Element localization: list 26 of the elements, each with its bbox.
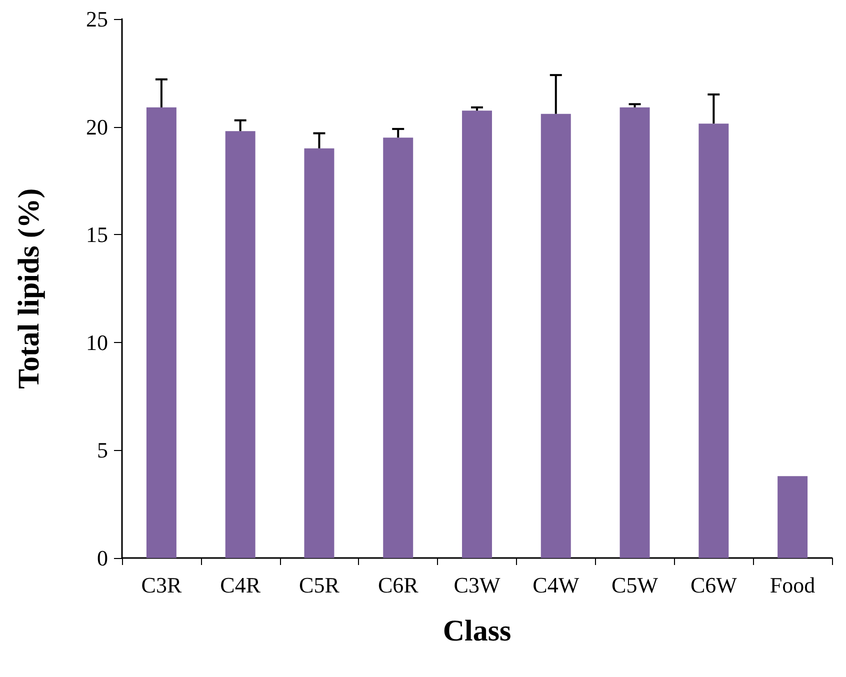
x-tick-label: C6R	[378, 572, 419, 598]
x-tick-label: C3R	[141, 572, 182, 598]
bar	[540, 114, 571, 558]
x-axis-title: Class	[442, 614, 512, 648]
y-tick-label: 0	[97, 546, 108, 570]
bar	[225, 131, 256, 558]
x-tick-label: C3W	[454, 572, 500, 598]
bar	[304, 148, 334, 558]
bar	[620, 107, 650, 558]
bar	[462, 110, 492, 558]
y-tick-label: 10	[86, 330, 108, 355]
x-tick-label: C4R	[220, 572, 261, 598]
y-axis-title: Total lipids (%)	[12, 188, 46, 389]
y-tick-label: 20	[86, 114, 108, 140]
x-tick-label: C5W	[612, 572, 658, 598]
x-tick-label: C4W	[532, 572, 580, 598]
bar	[146, 107, 176, 558]
y-tick-label: 5	[97, 438, 108, 463]
bar	[383, 138, 414, 558]
bar	[698, 124, 729, 558]
y-tick-label: 15	[86, 222, 108, 248]
x-tick-label: C6W	[690, 572, 738, 598]
y-tick-label: 25	[86, 6, 108, 32]
x-tick-label: Food	[770, 572, 816, 598]
x-tick-label: C5R	[299, 572, 340, 598]
bar	[778, 476, 808, 558]
